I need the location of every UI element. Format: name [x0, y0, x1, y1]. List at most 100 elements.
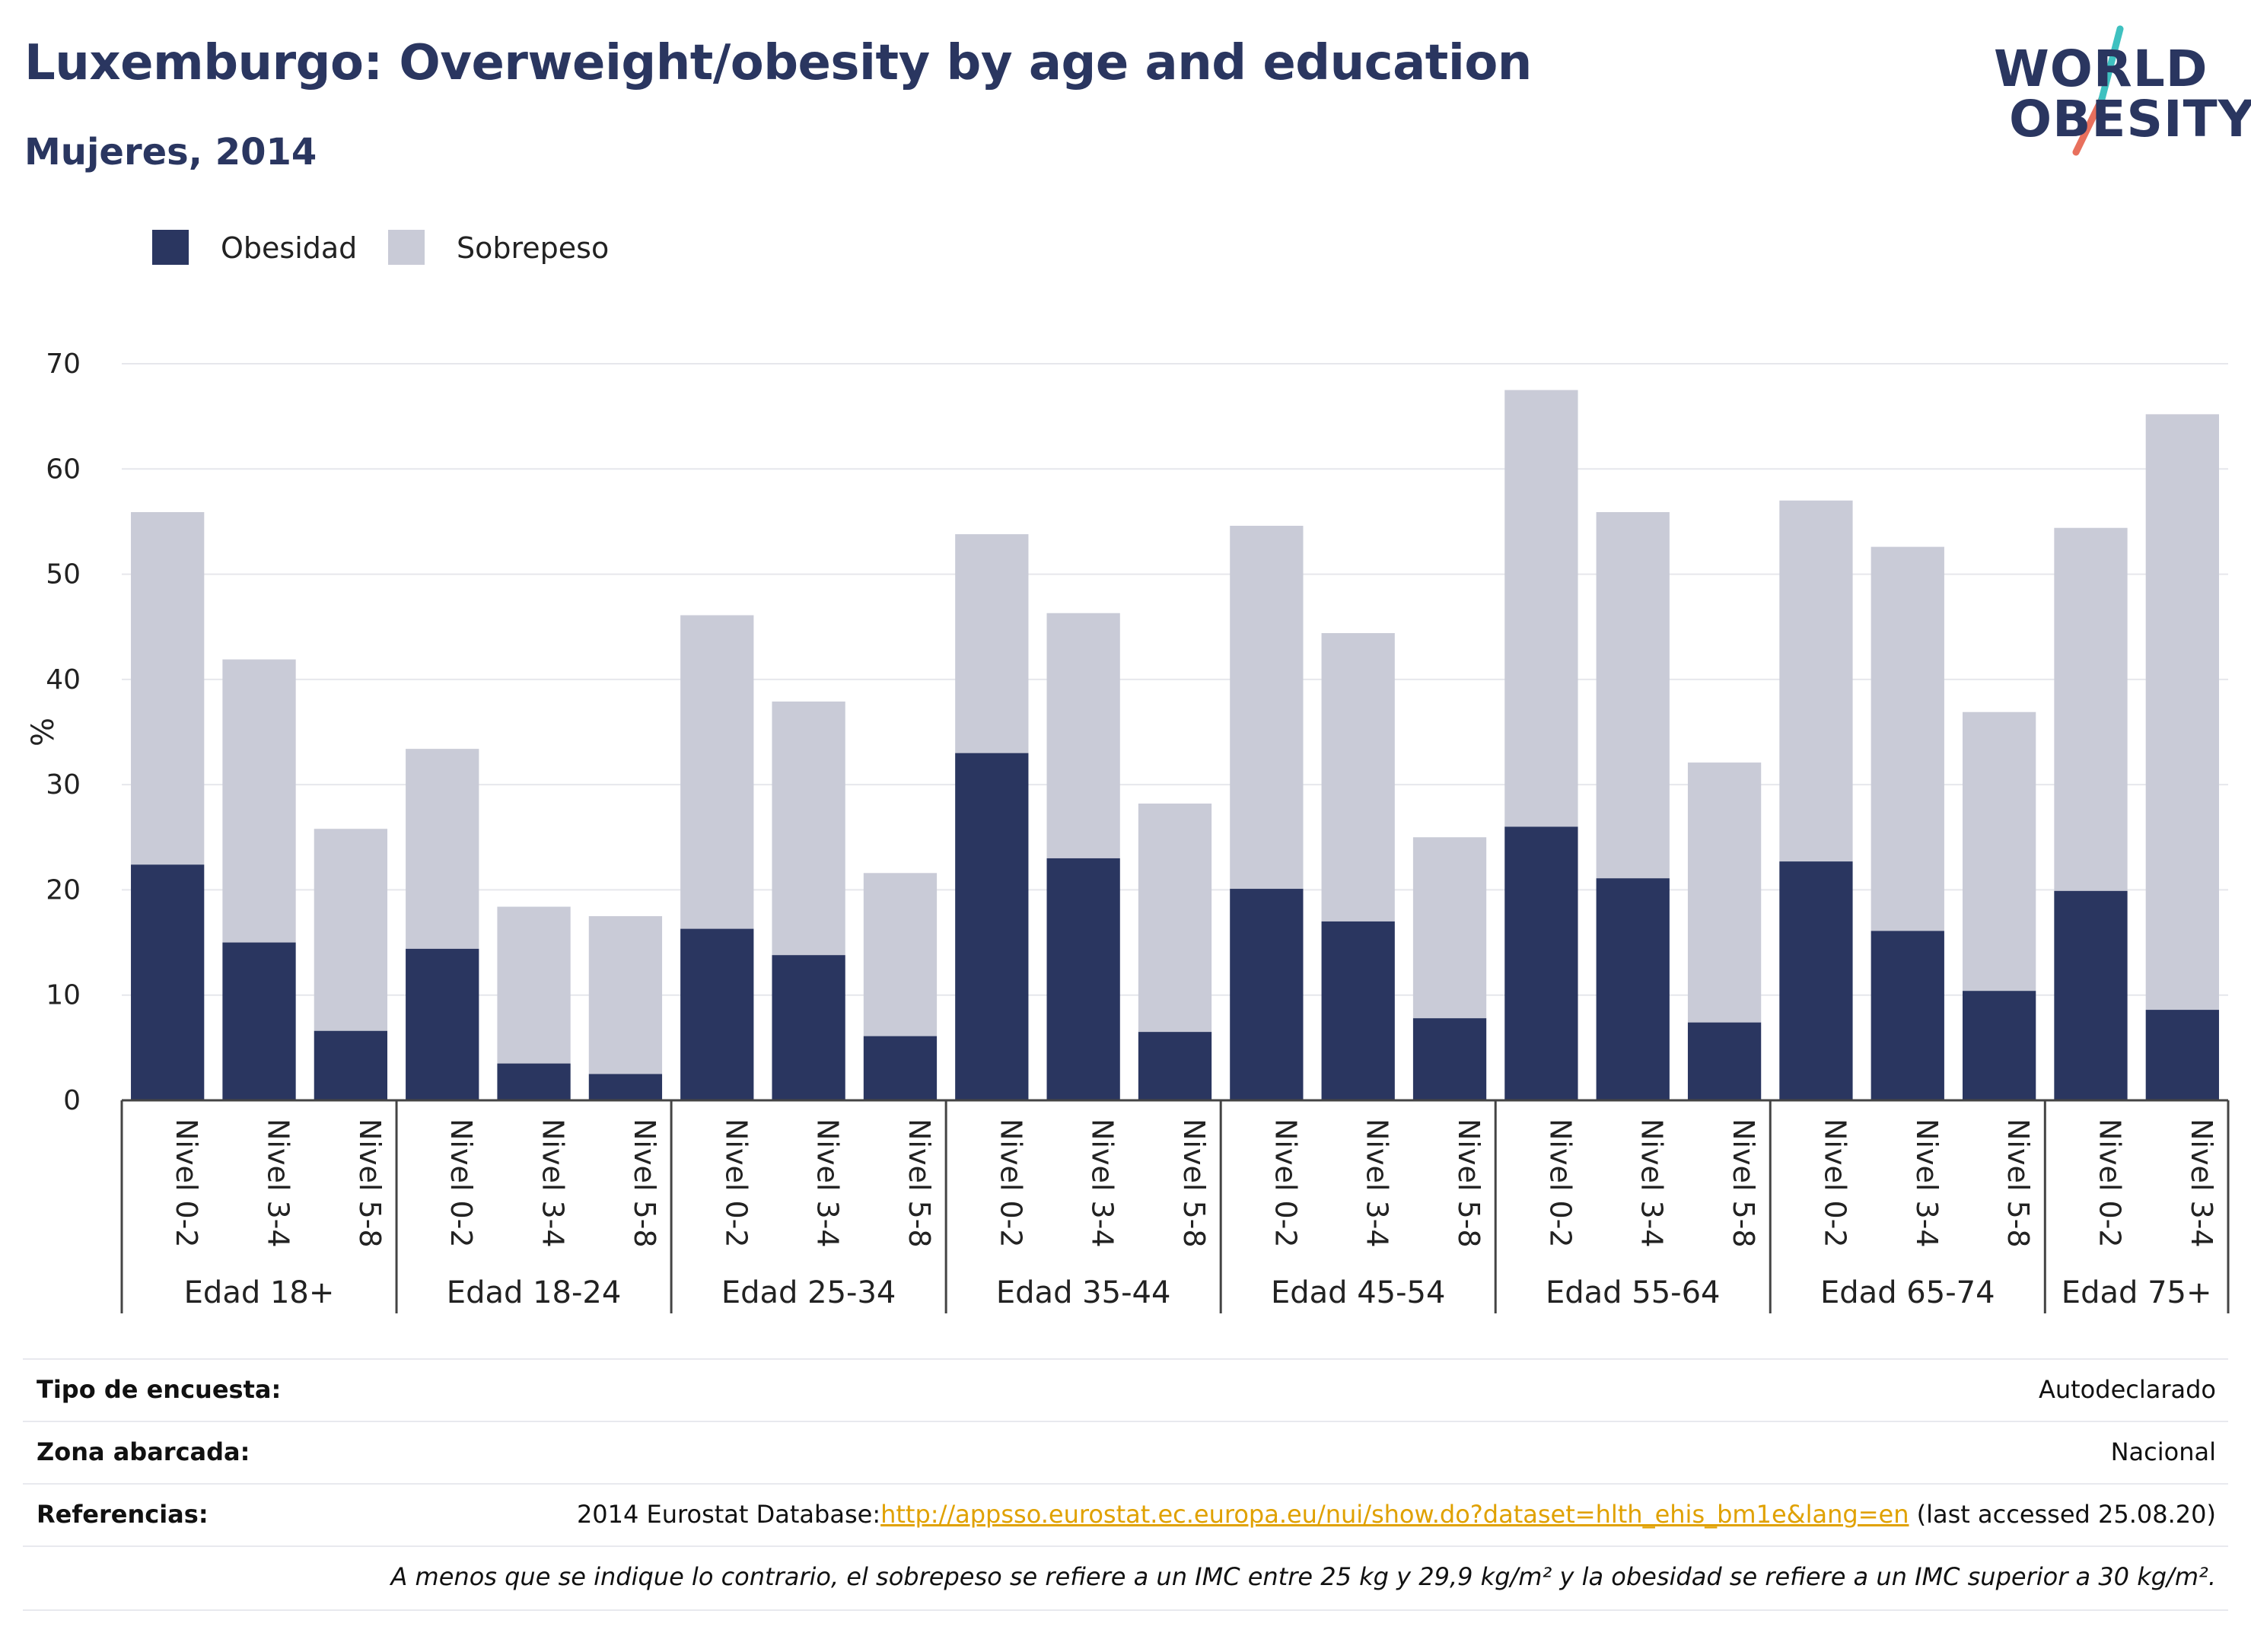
bar-obesidad-17 [1687, 1022, 1762, 1100]
x-tick-label-6: Nivel 0-2 [719, 1119, 753, 1248]
x-tick-label-18: Nivel 0-2 [1818, 1119, 1851, 1248]
references-value: 2014 Eurostat Database:http://appsso.eur… [577, 1500, 2216, 1529]
group-label-5: Edad 55-64 [1546, 1275, 1721, 1310]
x-tick-label-20: Nivel 5-8 [2001, 1119, 2035, 1248]
logo-line-2: OBESITY [2009, 90, 2251, 148]
y-tick-label-0: 0 [63, 1085, 81, 1116]
legend-label-sobrepeso: Sobrepeso [457, 231, 610, 265]
bar-obesidad-0 [131, 864, 205, 1100]
x-tick-label-15: Nivel 0-2 [1543, 1119, 1577, 1248]
bar-obesidad-11 [1138, 1032, 1212, 1100]
info-row-coverage: Zona abarcada: Nacional [23, 1421, 2228, 1485]
survey-type-label: Tipo de encuesta: [37, 1375, 282, 1404]
x-tick-label-13: Nivel 3-4 [1361, 1119, 1394, 1248]
bar-sobrepeso-11 [1138, 804, 1212, 1033]
bar-obesidad-8 [863, 1036, 938, 1100]
bar-obesidad-15 [1504, 826, 1578, 1100]
bar-sobrepeso-1 [222, 659, 296, 943]
bar-obesidad-3 [406, 948, 479, 1100]
legend-label-obesidad: Obesidad [221, 231, 358, 265]
survey-type-value: Autodeclarado [2038, 1375, 2216, 1404]
info-row-references: Referencias: 2014 Eurostat Database:http… [23, 1483, 2228, 1547]
bar-sobrepeso-7 [772, 701, 845, 956]
bar-obesidad-19 [1871, 931, 1944, 1100]
group-label-7: Edad 75+ [2062, 1275, 2212, 1310]
legend-swatch-obesidad [152, 230, 189, 265]
x-tick-label-19: Nivel 3-4 [1910, 1119, 1944, 1248]
coverage-label: Zona abarcada: [37, 1437, 250, 1466]
bar-obesidad-9 [955, 753, 1029, 1100]
x-tick-label-14: Nivel 5-8 [1452, 1119, 1485, 1248]
bar-obesidad-12 [1230, 889, 1304, 1100]
y-tick-label-10: 10 [46, 980, 81, 1011]
references-label: Referencias: [37, 1500, 209, 1529]
chart-subtitle: Mujeres, 2014 [24, 131, 317, 173]
references-suffix: (last accessed 25.08.20) [1909, 1500, 2216, 1529]
x-tick-label-21: Nivel 0-2 [2093, 1119, 2126, 1248]
group-label-2: Edad 25-34 [721, 1275, 896, 1310]
x-tick-label-10: Nivel 3-4 [1086, 1119, 1119, 1248]
references-link[interactable]: http://appsso.eurostat.ec.europa.eu/nui/… [880, 1500, 1909, 1529]
y-tick-label-60: 60 [46, 454, 81, 485]
stacked-bar-chart: 0 10 20 30 40 50 60 70% Nivel 0-2 Nivel 3-4 Nivel … [26, 349, 2230, 1313]
chart-title: Luxemburgo: Overweight/obesity by age an… [24, 35, 1532, 91]
bar-obesidad-20 [1962, 991, 2036, 1100]
bar-sobrepeso-13 [1321, 633, 1395, 921]
world-obesity-logo[interactable]: WORLD OBESITY [1986, 23, 2251, 160]
legend-swatch-sobrepeso [388, 230, 425, 265]
x-tick-label-1: Nivel 3-4 [262, 1119, 295, 1248]
bar-sobrepeso-19 [1871, 546, 1944, 931]
group-label-6: Edad 65-74 [1820, 1275, 1995, 1310]
info-row-survey-type: Tipo de encuesta: Autodeclarado [23, 1358, 2228, 1422]
bar-obesidad-13 [1321, 921, 1395, 1100]
bar-obesidad-1 [222, 942, 296, 1100]
group-label-0: Edad 18+ [184, 1275, 335, 1310]
bar-sobrepeso-0 [131, 511, 205, 865]
bar-sobrepeso-4 [497, 906, 571, 1064]
bar-obesidad-5 [588, 1074, 663, 1100]
references-prefix: 2014 Eurostat Database: [576, 1500, 881, 1529]
bar-obesidad-10 [1046, 858, 1120, 1100]
x-tick-label-3: Nivel 0-2 [444, 1119, 478, 1248]
x-tick-label-2: Nivel 5-8 [353, 1119, 387, 1248]
bar-sobrepeso-14 [1412, 837, 1487, 1019]
bar-obesidad-4 [497, 1063, 571, 1100]
logo-line-1: WORLD [1994, 40, 2208, 98]
group-label-4: Edad 45-54 [1271, 1275, 1446, 1310]
bar-sobrepeso-16 [1596, 511, 1670, 879]
coverage-value: Nacional [2110, 1437, 2216, 1466]
info-row-note: A menos que se indique lo contrario, el … [23, 1545, 2228, 1611]
definition-note: A menos que se indique lo contrario, el … [390, 1562, 2216, 1591]
x-tick-label-8: Nivel 5-8 [903, 1119, 936, 1248]
bar-obesidad-7 [772, 955, 845, 1100]
y-axis-label: % [26, 718, 61, 746]
x-tick-label-12: Nivel 0-2 [1269, 1119, 1302, 1248]
bar-obesidad-22 [2145, 1010, 2219, 1100]
x-tick-label-5: Nivel 5-8 [628, 1119, 661, 1248]
x-tick-label-7: Nivel 3-4 [811, 1119, 845, 1248]
bar-sobrepeso-8 [863, 873, 938, 1036]
bar-sobrepeso-2 [314, 829, 388, 1031]
logo-slash-icon [2072, 25, 2124, 156]
y-tick-label-40: 40 [46, 664, 81, 695]
bar-sobrepeso-22 [2145, 414, 2219, 1011]
group-label-3: Edad 35-44 [996, 1275, 1171, 1310]
bar-sobrepeso-9 [955, 534, 1029, 753]
bar-obesidad-18 [1779, 861, 1853, 1100]
bar-sobrepeso-10 [1046, 613, 1120, 858]
x-tick-label-17: Nivel 5-8 [1727, 1119, 1760, 1248]
bar-obesidad-6 [680, 928, 754, 1100]
bar-obesidad-16 [1596, 878, 1670, 1100]
x-tick-label-9: Nivel 0-2 [994, 1119, 1027, 1248]
bar-sobrepeso-15 [1504, 390, 1578, 827]
y-tick-label-50: 50 [46, 559, 81, 590]
bar-sobrepeso-3 [406, 749, 479, 949]
x-tick-label-22: Nivel 3-4 [2185, 1119, 2218, 1248]
bar-sobrepeso-17 [1687, 762, 1762, 1023]
bar-sobrepeso-21 [2054, 527, 2128, 891]
bar-obesidad-21 [2054, 890, 2128, 1100]
y-tick-label-70: 70 [46, 349, 81, 380]
bar-sobrepeso-18 [1779, 500, 1853, 862]
y-tick-label-20: 20 [46, 874, 81, 906]
bar-sobrepeso-5 [588, 916, 663, 1074]
